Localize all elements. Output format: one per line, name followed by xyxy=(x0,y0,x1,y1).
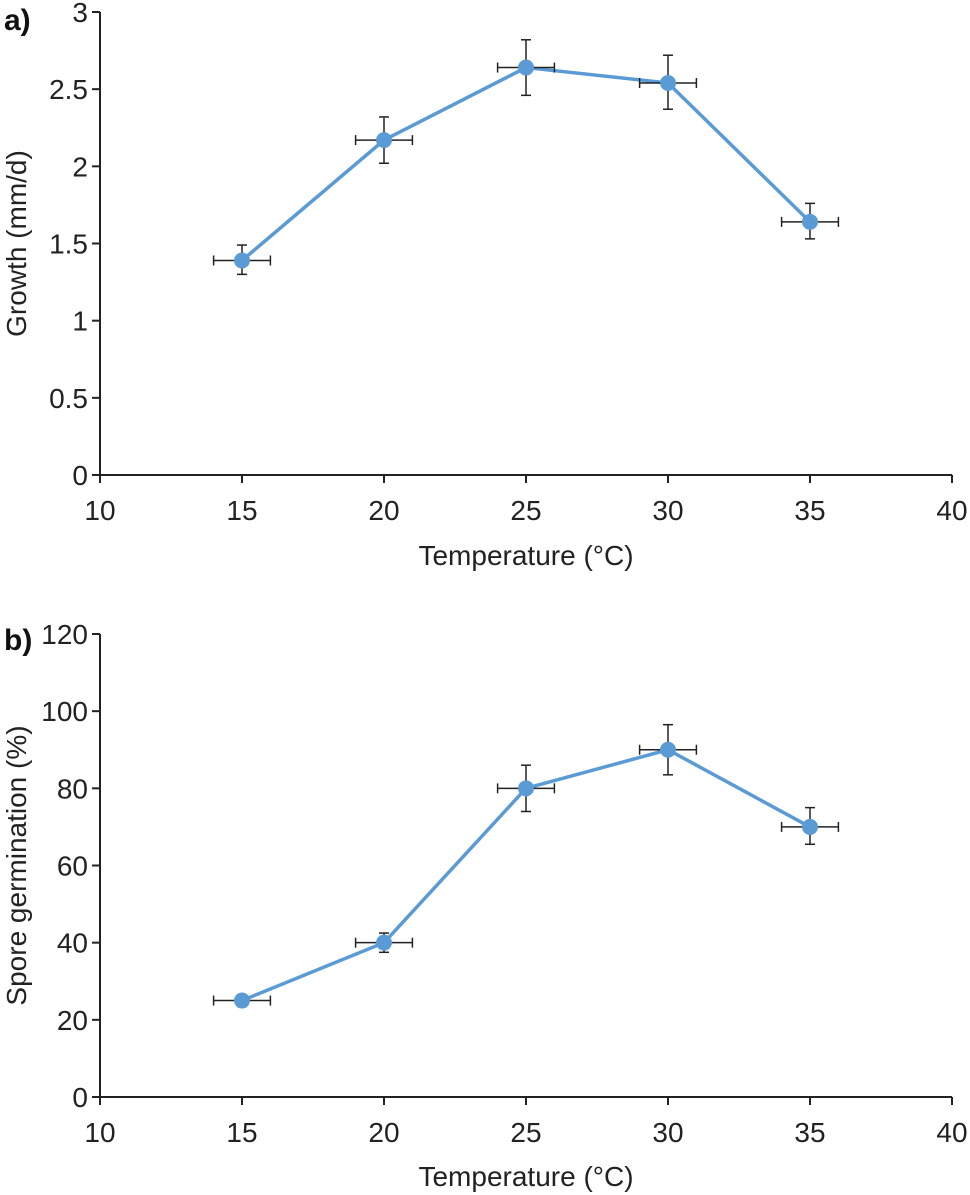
y-tick-label: 0 xyxy=(72,460,88,491)
x-tick-label: 20 xyxy=(368,1117,399,1148)
data-point xyxy=(234,252,250,269)
y-tick-label: 2.5 xyxy=(49,74,88,105)
panel-b-label: b) xyxy=(4,624,32,657)
y-tick-label: 3 xyxy=(72,0,88,28)
y-tick-label: 80 xyxy=(57,773,88,804)
x-tick-label: 30 xyxy=(652,1117,683,1148)
data-point xyxy=(802,818,818,835)
data-point xyxy=(376,132,392,149)
y-tick-label: 100 xyxy=(41,696,88,727)
x-tick-label: 35 xyxy=(794,1117,825,1148)
x-tick-label: 30 xyxy=(652,495,683,526)
y-tick-label: 2 xyxy=(72,151,88,182)
y-tick-label: 1.5 xyxy=(49,229,88,260)
data-point xyxy=(660,741,676,758)
x-tick-label: 40 xyxy=(936,1117,967,1148)
data-point xyxy=(234,992,250,1009)
data-point xyxy=(518,780,534,797)
x-tick-label: 40 xyxy=(936,495,967,526)
y-tick-label: 60 xyxy=(57,851,88,882)
x-tick-label: 15 xyxy=(226,1117,257,1148)
panel-a-label: a) xyxy=(4,4,31,37)
y-tick-label: 120 xyxy=(41,619,88,650)
y-tick-label: 0.5 xyxy=(49,383,88,414)
data-point xyxy=(518,59,534,76)
x-tick-label: 10 xyxy=(84,495,115,526)
x-axis-title: Temperature (°C) xyxy=(418,1161,633,1192)
panel-a-chart: a) 0 0.5 1 1.5 2 2.5 3 10 15 20 25 30 35 40 Temperature… xyxy=(1,0,968,571)
y-tick-label: 20 xyxy=(57,1005,88,1036)
x-tick-label: 20 xyxy=(368,495,399,526)
panel-b-chart: b) 0 20 40 60 80 100 120 10 15 20 25 30 35 40 Temperatu… xyxy=(1,619,968,1192)
x-tick-label: 15 xyxy=(226,495,257,526)
x-tick-label: 10 xyxy=(84,1117,115,1148)
data-point xyxy=(802,213,818,230)
y-tick-label: 40 xyxy=(57,928,88,959)
y-tick-label: 0 xyxy=(72,1082,88,1113)
x-tick-label: 25 xyxy=(510,1117,541,1148)
x-tick-label: 35 xyxy=(794,495,825,526)
y-tick-label: 1 xyxy=(72,306,88,337)
x-tick-label: 25 xyxy=(510,495,541,526)
y-axis-title: Spore germination (%) xyxy=(1,725,32,1005)
y-axis-title: Growth (mm/d) xyxy=(1,150,32,337)
x-axis-title: Temperature (°C) xyxy=(418,540,633,571)
data-point xyxy=(660,74,676,91)
series-line xyxy=(240,65,812,262)
data-point xyxy=(376,934,392,951)
